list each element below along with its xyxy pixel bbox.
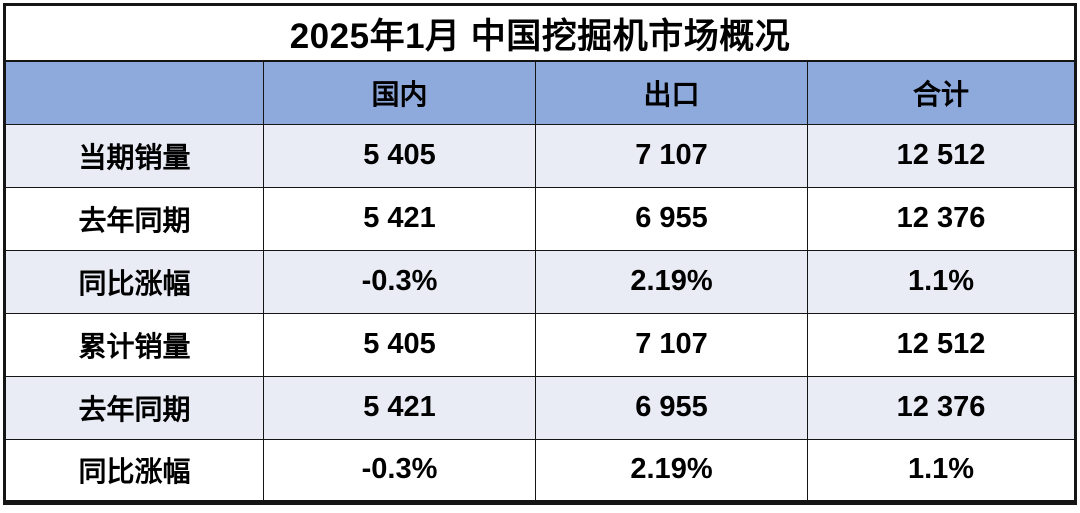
table-cell: 1.1% <box>807 249 1076 314</box>
excavator-market-table: 2025年1月 中国挖掘机市场概况 国内 出口 合计 当期销量 5 405 7 … <box>3 3 1077 505</box>
header-empty-cell <box>4 60 264 125</box>
row-last-year-same-period-cumulative: 去年同期 5 421 6 955 12 376 <box>4 375 1076 440</box>
header-export: 出口 <box>535 60 808 125</box>
table-cell: 6 955 <box>535 375 808 440</box>
header-total: 合计 <box>807 60 1076 125</box>
header-domestic: 国内 <box>263 60 536 125</box>
row-label: 去年同期 <box>4 375 264 440</box>
row-label: 累计销量 <box>4 312 264 377</box>
row-label: 去年同期 <box>4 186 264 251</box>
row-yoy-change: 同比涨幅 -0.3% 2.19% 1.1% <box>4 249 1076 314</box>
table-title: 2025年1月 中国挖掘机市场概况 <box>4 4 1076 63</box>
table-cell: 7 107 <box>535 123 808 188</box>
table-cell: 12 376 <box>807 375 1076 440</box>
row-label: 同比涨幅 <box>4 438 264 504</box>
table-cell: 2.19% <box>535 438 808 504</box>
row-label: 同比涨幅 <box>4 249 264 314</box>
row-label: 当期销量 <box>4 123 264 188</box>
row-current-sales: 当期销量 5 405 7 107 12 512 <box>4 123 1076 188</box>
table-cell: 2.19% <box>535 249 808 314</box>
row-last-year-same-period: 去年同期 5 421 6 955 12 376 <box>4 186 1076 251</box>
table-cell: 5 421 <box>263 375 536 440</box>
table-cell: 7 107 <box>535 312 808 377</box>
table-cell: -0.3% <box>263 438 536 504</box>
row-yoy-change-cumulative: 同比涨幅 -0.3% 2.19% 1.1% <box>4 438 1076 504</box>
header-row: 国内 出口 合计 <box>4 60 1076 125</box>
table-cell: -0.3% <box>263 249 536 314</box>
row-cumulative-sales: 累计销量 5 405 7 107 12 512 <box>4 312 1076 377</box>
table-cell: 5 421 <box>263 186 536 251</box>
table-cell: 12 376 <box>807 186 1076 251</box>
title-row: 2025年1月 中国挖掘机市场概况 <box>4 4 1076 63</box>
table-cell: 5 405 <box>263 312 536 377</box>
table-cell: 5 405 <box>263 123 536 188</box>
table-cell: 6 955 <box>535 186 808 251</box>
table-cell: 12 512 <box>807 123 1076 188</box>
table-cell: 12 512 <box>807 312 1076 377</box>
table-cell: 1.1% <box>807 438 1076 504</box>
